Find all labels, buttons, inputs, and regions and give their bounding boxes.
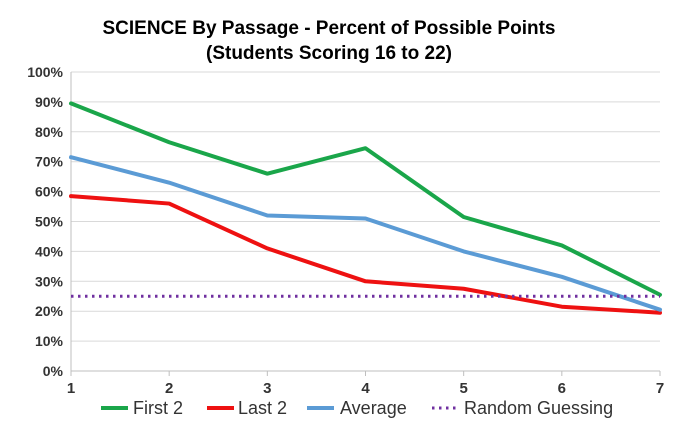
legend: First 2 Last 2 Average Random Guessing [101, 398, 613, 418]
y-tick-label: 90% [35, 94, 64, 110]
y-tick-label: 70% [35, 154, 64, 170]
legend-label-average: Average [340, 398, 407, 418]
x-tick-label: 2 [165, 380, 173, 397]
x-tick-label: 7 [656, 380, 664, 397]
y-tick-label: 100% [27, 64, 63, 80]
chart-title: SCIENCE By Passage - Percent of Possible… [103, 18, 556, 39]
y-tick-label: 60% [35, 184, 64, 200]
y-tick-label: 30% [35, 273, 64, 289]
series-line-average [69, 155, 662, 312]
chart-subtitle: (Students Scoring 16 to 22) [206, 43, 452, 64]
gridlines [71, 71, 660, 342]
y-tick-label: 40% [35, 243, 64, 259]
y-tick-label: 50% [35, 214, 64, 230]
y-tick-label: 80% [35, 124, 64, 140]
legend-label-first-2: First 2 [133, 398, 183, 418]
legend-label-last-2: Last 2 [238, 398, 287, 418]
x-tick-label: 1 [67, 380, 75, 397]
y-tick-label: 0% [43, 363, 64, 379]
legend-label-random-guessing: Random Guessing [464, 398, 613, 418]
series-line-first-2 [69, 101, 662, 297]
series-lines [69, 101, 662, 315]
x-axis-ticks: 1 2 3 4 5 6 7 [67, 371, 664, 397]
y-tick-label: 20% [35, 303, 64, 319]
x-tick-label: 6 [558, 380, 566, 397]
series-line-last-2 [69, 194, 662, 315]
y-axis-ticks: 0% 10% 20% 30% 40% 50% 60% 70% 80% 90% 100% [27, 64, 63, 379]
x-tick-label: 5 [459, 380, 467, 397]
x-tick-label: 3 [263, 380, 271, 397]
x-tick-label: 4 [361, 380, 370, 397]
y-tick-label: 10% [35, 333, 64, 349]
